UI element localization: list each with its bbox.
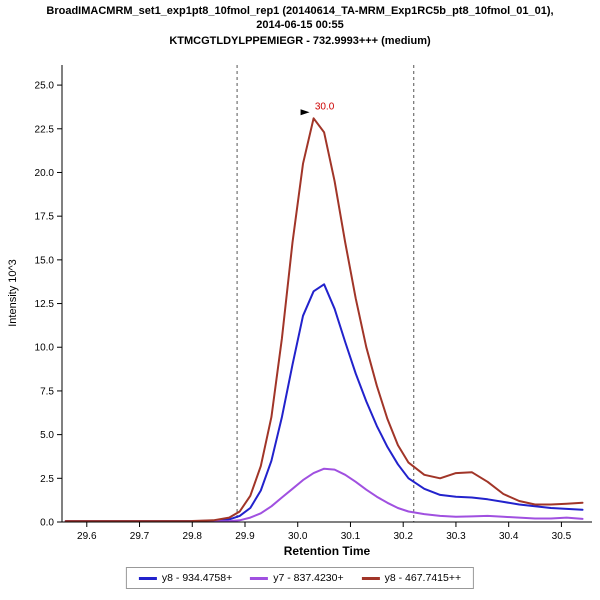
legend-label: y8 - 934.4758+: [161, 572, 233, 584]
legend-item-y8-934: y8 - 934.4758+: [138, 572, 233, 584]
y-tick-label: 7.5: [40, 386, 54, 397]
y-tick-label: 20.0: [35, 168, 55, 179]
y-tick-label: 22.5: [35, 124, 55, 135]
x-tick-label: 29.7: [130, 531, 150, 542]
y-tick-label: 2.5: [40, 474, 54, 485]
y-tick-label: 0.0: [40, 518, 54, 529]
rt-annotation: 30.0: [315, 101, 335, 112]
x-tick-label: 30.3: [446, 531, 466, 542]
y-axis-label: Intensity 10^3: [7, 259, 19, 327]
y-tick-label: 17.5: [35, 212, 55, 223]
chart-title-line1: BroadIMACMRM_set1_exp1pt8_10fmol_rep1 (2…: [46, 5, 554, 17]
legend-swatch-line: [250, 576, 269, 580]
legend-label: y8 - 467.7415++: [384, 572, 462, 584]
x-tick-label: 29.6: [77, 531, 97, 542]
chart-title-line2: 2014-06-15 00:55: [256, 19, 344, 31]
chromatogram-svg[interactable]: Intensity 10^3 Retention Time 0.0 2.5 5.0 7…: [0, 55, 600, 560]
y-tick-label: 5.0: [40, 430, 54, 441]
chart-header: BroadIMACMRM_set1_exp1pt8_10fmol_rep1 (2…: [0, 4, 600, 49]
legend-label: y7 - 837.4230+: [273, 572, 344, 584]
y-tick-label: 15.0: [35, 255, 55, 266]
legend-swatch-line: [138, 576, 157, 580]
x-tick-label: 30.2: [393, 531, 413, 542]
x-tick-label: 30.0: [288, 531, 308, 542]
y-tick-label: 25.0: [35, 81, 55, 92]
annotation-arrow-icon: [300, 109, 310, 116]
legend-item-y8-467: y8 - 467.7415++: [361, 572, 462, 584]
x-axis-label: Retention Time: [284, 544, 371, 558]
x-tick-label: 30.4: [499, 531, 519, 542]
x-tick-label: 29.8: [183, 531, 203, 542]
x-tick-label: 30.5: [552, 531, 572, 542]
chromatogram-trace[interactable]: [64, 117, 584, 523]
legend-item-y7-837: y7 - 837.4230+: [250, 572, 344, 584]
chart-area[interactable]: Intensity 10^3 Retention Time 0.0 2.5 5.0 7…: [0, 55, 600, 560]
legend-swatch-line: [361, 576, 380, 580]
legend: y8 - 934.4758+ y7 - 837.4230+ y8 - 467.7…: [125, 567, 475, 589]
x-tick-label: 30.1: [341, 531, 361, 542]
x-tick-label: 29.9: [235, 531, 255, 542]
y-tick-label: 12.5: [35, 299, 55, 310]
y-tick-label: 10.0: [35, 343, 55, 354]
chromatogram-trace[interactable]: [64, 283, 584, 523]
peptide-subtitle: KTMCGTLDYLPPEMIEGR - 732.9993+++ (medium…: [169, 35, 431, 47]
